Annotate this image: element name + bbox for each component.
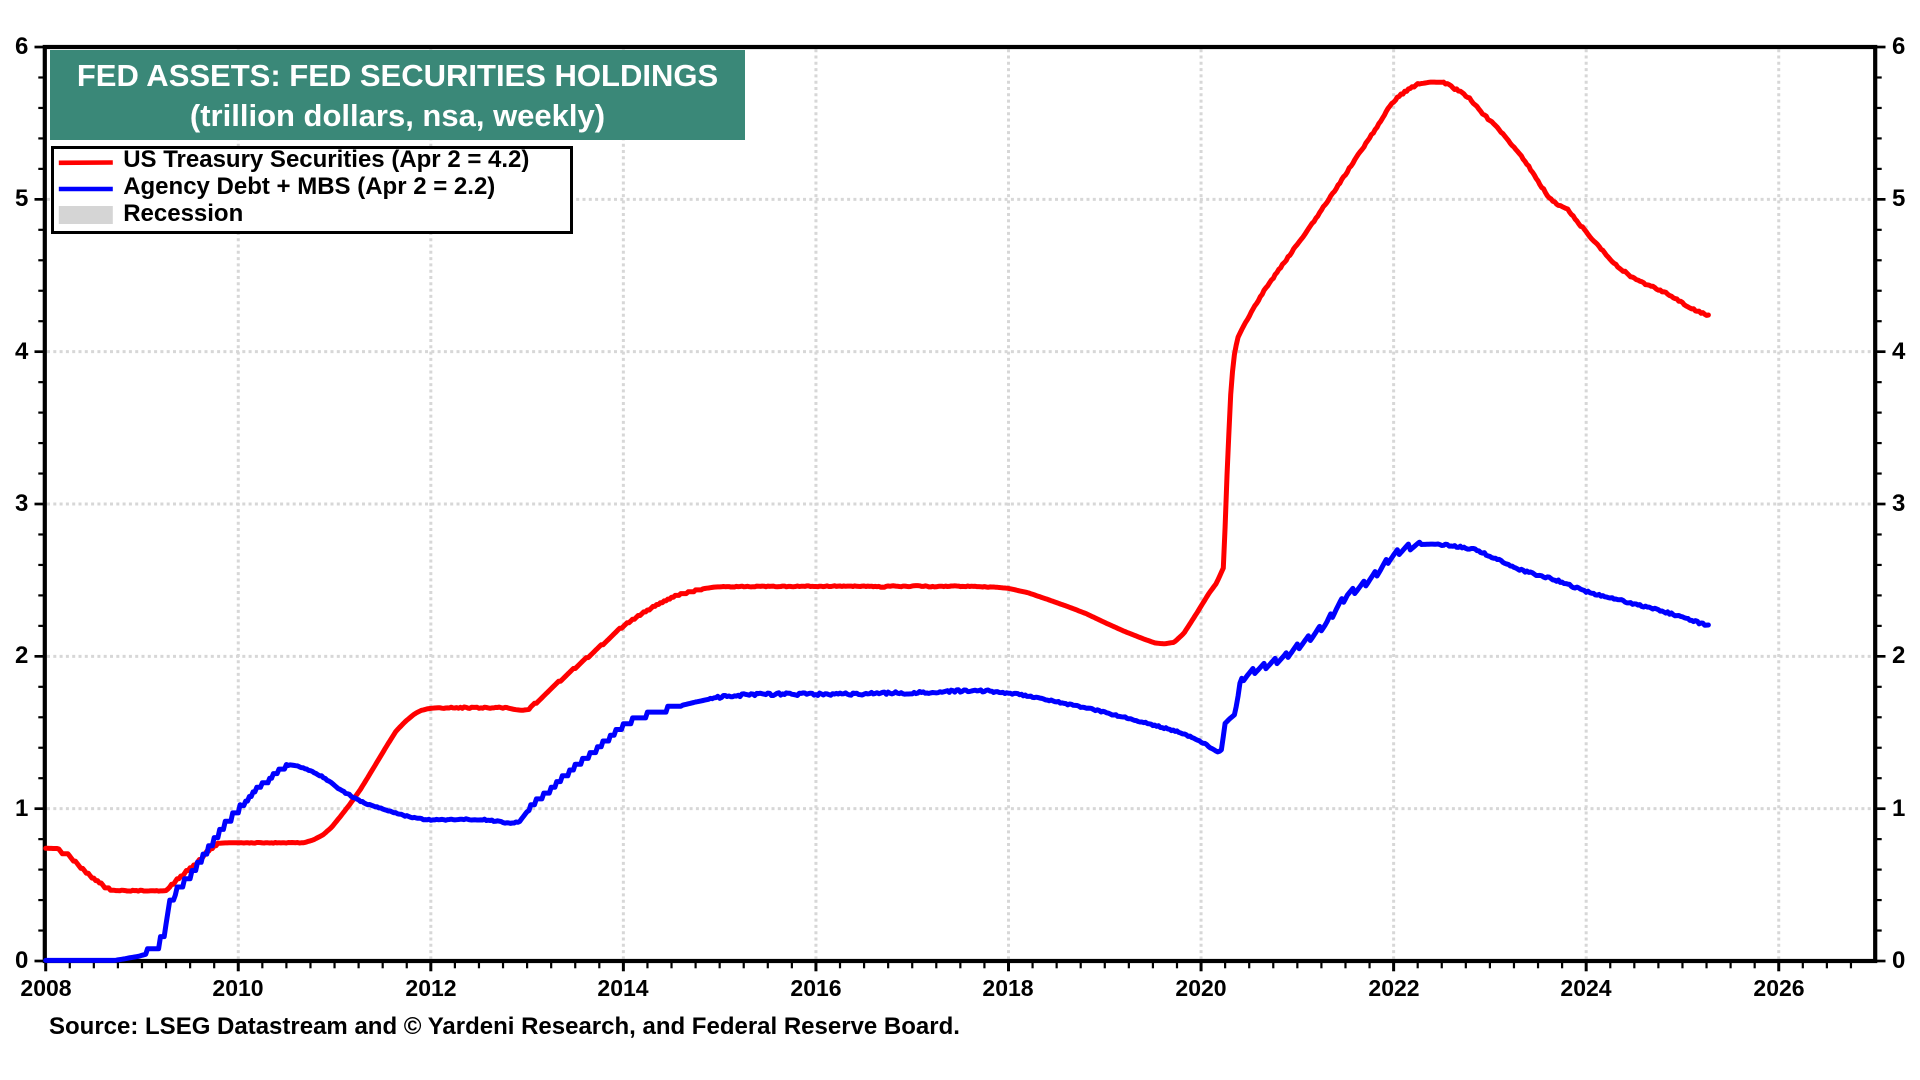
svg-text:6: 6 [15,33,28,60]
svg-text:2012: 2012 [405,975,456,1001]
svg-text:2020: 2020 [1175,975,1226,1001]
svg-text:6: 6 [1892,33,1905,60]
svg-text:5: 5 [15,185,28,212]
svg-text:0: 0 [1892,947,1905,974]
svg-text:0: 0 [15,947,28,974]
svg-text:3: 3 [1892,490,1905,517]
svg-text:3: 3 [15,490,28,517]
svg-text:1: 1 [1892,795,1905,822]
svg-text:2026: 2026 [1753,975,1804,1001]
svg-text:2018: 2018 [982,975,1033,1001]
svg-text:2: 2 [15,642,28,669]
svg-text:2024: 2024 [1560,975,1611,1001]
svg-text:2: 2 [1892,642,1905,669]
svg-text:2022: 2022 [1368,975,1419,1001]
svg-text:2010: 2010 [212,975,263,1001]
svg-text:2016: 2016 [790,975,841,1001]
svg-text:2008: 2008 [20,975,71,1001]
svg-text:5: 5 [1892,185,1905,212]
svg-text:2014: 2014 [597,975,648,1001]
svg-text:1: 1 [15,795,28,822]
svg-text:4: 4 [15,338,29,365]
svg-text:4: 4 [1892,338,1906,365]
